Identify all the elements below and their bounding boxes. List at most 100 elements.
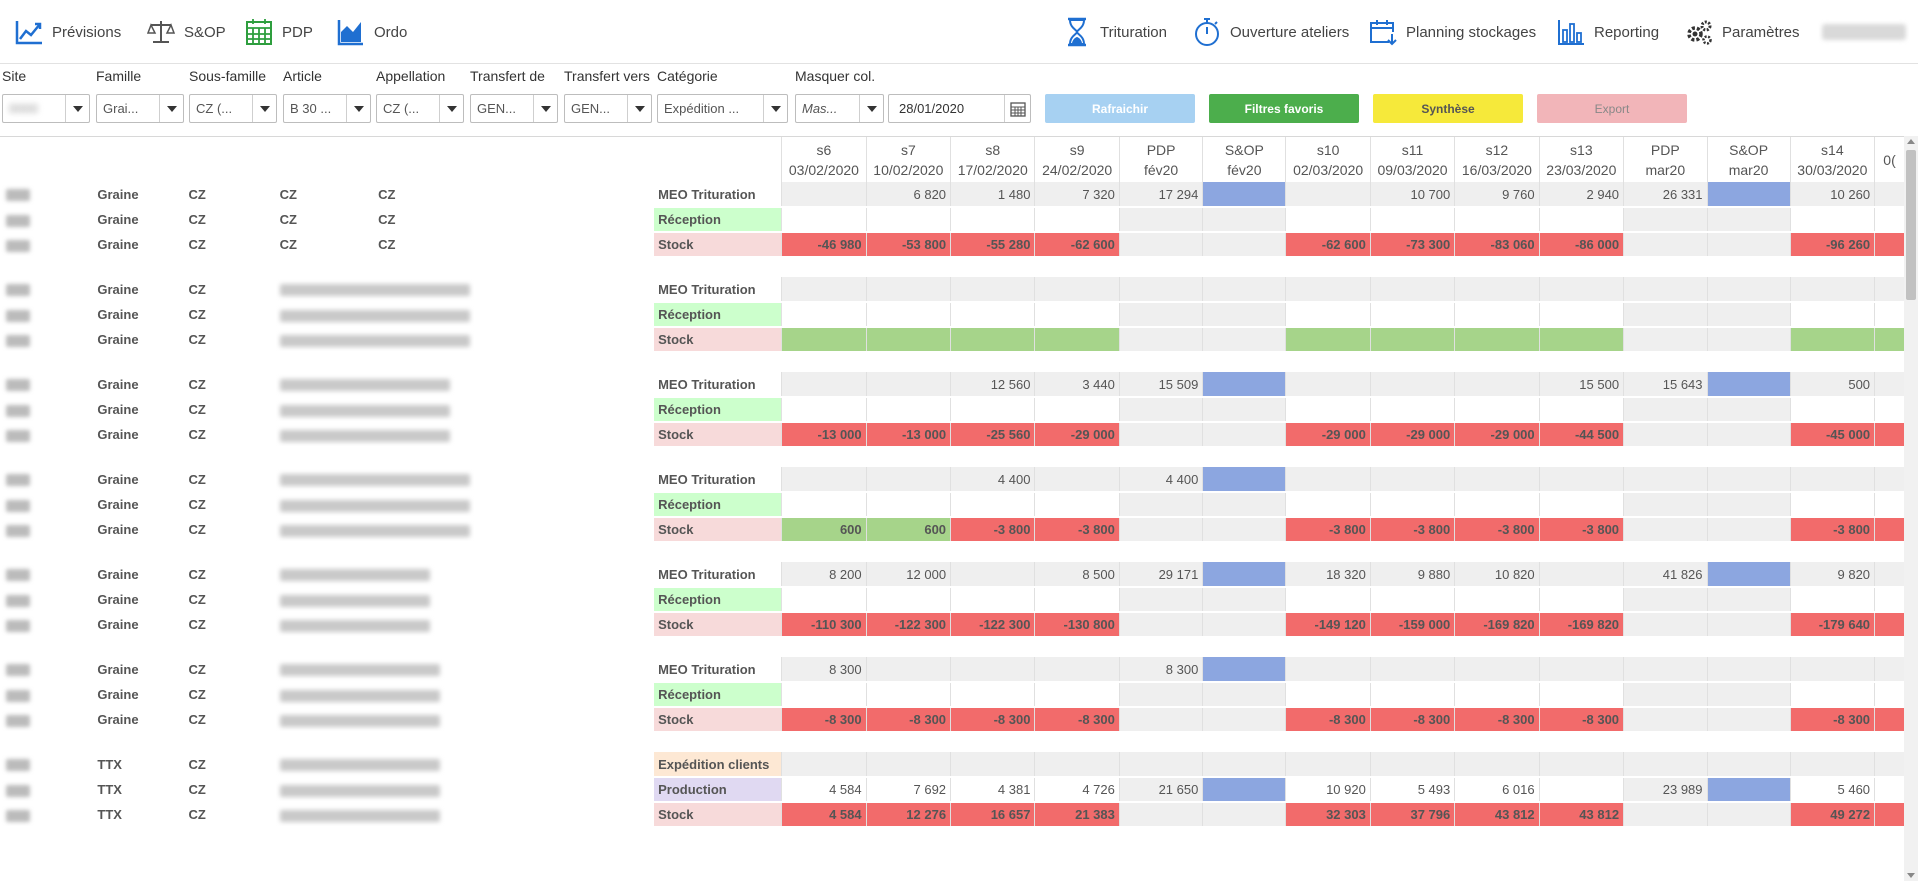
value-cell[interactable] [1706, 182, 1791, 208]
value-cell[interactable]: -13 000 [865, 422, 951, 448]
value-cell[interactable]: -3 800 [1034, 517, 1120, 543]
value-cell[interactable] [1623, 587, 1708, 613]
value-cell[interactable] [1623, 682, 1708, 708]
value-cell[interactable]: -55 280 [950, 232, 1035, 258]
value-cell[interactable] [950, 587, 1035, 613]
value-cell[interactable] [1623, 422, 1708, 448]
value-cell[interactable] [1369, 682, 1455, 708]
value-cell[interactable]: -29 000 [1369, 422, 1455, 448]
value-cell[interactable] [1538, 302, 1624, 328]
value-cell[interactable] [781, 682, 867, 708]
value-cell[interactable]: -122 300 [950, 612, 1035, 638]
value-cell[interactable] [1202, 422, 1286, 448]
value-cell[interactable] [1285, 682, 1371, 708]
value-cell[interactable] [1706, 207, 1791, 233]
value-cell[interactable] [781, 397, 867, 423]
value-cell[interactable]: -53 800 [865, 232, 951, 258]
value-cell[interactable] [1202, 752, 1286, 778]
value-cell[interactable] [1118, 232, 1203, 258]
value-cell[interactable] [781, 372, 867, 398]
value-cell[interactable]: -110 300 [781, 612, 867, 638]
value-cell[interactable] [865, 492, 951, 518]
value-cell[interactable] [1623, 302, 1708, 328]
value-cell[interactable] [1623, 707, 1708, 733]
value-cell[interactable] [1538, 682, 1624, 708]
value-cell[interactable]: 7 692 [865, 777, 951, 803]
value-cell[interactable] [1874, 207, 1904, 233]
categorie-select[interactable]: Expédition ... [657, 94, 788, 123]
value-cell[interactable]: 4 726 [1034, 777, 1120, 803]
value-cell[interactable]: -8 300 [781, 707, 867, 733]
value-cell[interactable] [1874, 467, 1904, 493]
value-cell[interactable]: -3 800 [1538, 517, 1624, 543]
nav-trituration[interactable]: Trituration [1062, 0, 1167, 64]
value-cell[interactable] [1789, 327, 1875, 353]
value-cell[interactable]: 10 700 [1369, 182, 1455, 208]
value-cell[interactable] [865, 467, 951, 493]
value-cell[interactable] [1454, 492, 1540, 518]
value-cell[interactable] [1538, 777, 1624, 803]
value-cell[interactable] [865, 207, 951, 233]
value-cell[interactable] [1454, 327, 1540, 353]
value-cell[interactable] [1454, 752, 1540, 778]
value-cell[interactable] [1034, 752, 1120, 778]
value-cell[interactable] [1706, 777, 1791, 803]
value-cell[interactable]: 1 480 [950, 182, 1035, 208]
value-cell[interactable]: 12 276 [865, 802, 951, 828]
value-cell[interactable] [1874, 302, 1904, 328]
value-cell[interactable] [1034, 587, 1120, 613]
value-cell[interactable] [1623, 207, 1708, 233]
value-cell[interactable] [1285, 467, 1371, 493]
value-cell[interactable] [1202, 802, 1286, 828]
value-cell[interactable] [1706, 657, 1791, 683]
value-cell[interactable] [1874, 777, 1904, 803]
value-cell[interactable] [1706, 612, 1791, 638]
value-cell[interactable] [1369, 467, 1455, 493]
value-cell[interactable] [1034, 492, 1120, 518]
value-cell[interactable] [1454, 467, 1540, 493]
value-cell[interactable] [1874, 327, 1904, 353]
value-cell[interactable] [1623, 657, 1708, 683]
value-cell[interactable] [1623, 492, 1708, 518]
value-cell[interactable] [1285, 657, 1371, 683]
masquer-col-select[interactable]: Mas... [795, 94, 884, 123]
value-cell[interactable] [1118, 707, 1203, 733]
value-cell[interactable] [1285, 327, 1371, 353]
article-select[interactable]: B 30 ... [283, 94, 371, 123]
nav-ouverture-ateliers[interactable]: Ouverture ateliers [1192, 0, 1349, 64]
value-cell[interactable]: 21 650 [1118, 777, 1203, 803]
value-cell[interactable]: -169 820 [1454, 612, 1540, 638]
value-cell[interactable] [781, 327, 867, 353]
value-cell[interactable] [1369, 587, 1455, 613]
value-cell[interactable] [1118, 492, 1203, 518]
value-cell[interactable] [1202, 707, 1286, 733]
value-cell[interactable] [1369, 372, 1455, 398]
value-cell[interactable] [865, 397, 951, 423]
value-cell[interactable] [1118, 682, 1203, 708]
value-cell[interactable] [781, 467, 867, 493]
value-cell[interactable] [950, 752, 1035, 778]
value-cell[interactable] [781, 302, 867, 328]
value-cell[interactable] [1874, 752, 1904, 778]
value-cell[interactable]: -8 300 [865, 707, 951, 733]
value-cell[interactable]: 500 [1789, 372, 1875, 398]
value-cell[interactable]: -29 000 [1454, 422, 1540, 448]
value-cell[interactable]: 43 812 [1454, 802, 1540, 828]
value-cell[interactable] [1706, 682, 1791, 708]
value-cell[interactable] [1538, 467, 1624, 493]
value-cell[interactable] [950, 327, 1035, 353]
scroll-up-icon[interactable] [1907, 139, 1915, 144]
value-cell[interactable] [1623, 232, 1708, 258]
value-cell[interactable]: 4 584 [781, 777, 867, 803]
value-cell[interactable] [1285, 587, 1371, 613]
value-cell[interactable]: -169 820 [1538, 612, 1624, 638]
value-cell[interactable] [1118, 397, 1203, 423]
value-cell[interactable] [1285, 397, 1371, 423]
value-cell[interactable]: 4 584 [781, 802, 867, 828]
value-cell[interactable] [1369, 657, 1455, 683]
value-cell[interactable] [1202, 492, 1286, 518]
date-picker[interactable]: 28/01/2020 [888, 94, 1031, 123]
value-cell[interactable]: 23 989 [1623, 777, 1708, 803]
value-cell[interactable] [1706, 562, 1791, 588]
value-cell[interactable] [1034, 467, 1120, 493]
